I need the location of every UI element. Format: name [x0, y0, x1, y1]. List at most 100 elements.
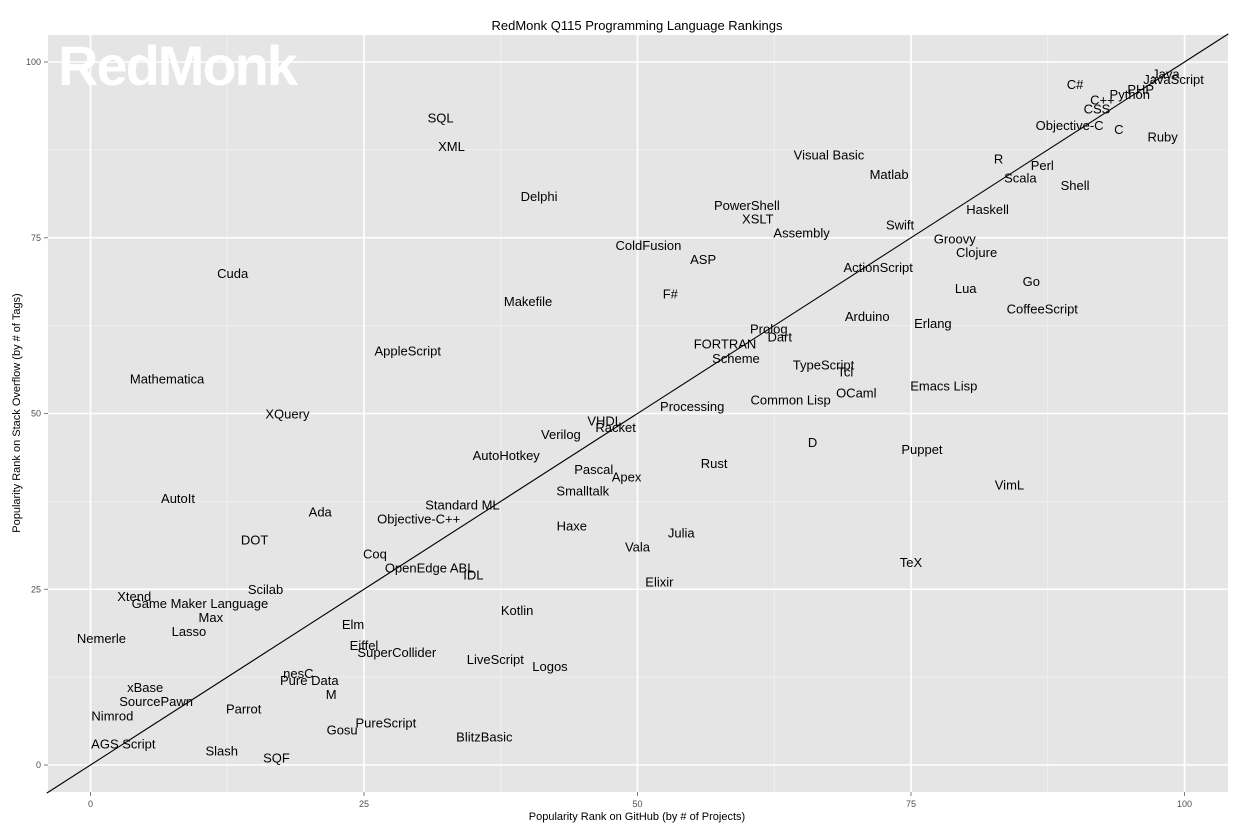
- x-tick-label: 50: [632, 799, 642, 809]
- point-label: Ada: [309, 504, 333, 519]
- point-label: PureScript: [356, 715, 417, 730]
- point-label: Kotlin: [501, 603, 534, 618]
- point-label: AutoHotkey: [473, 448, 541, 463]
- point-label: Gosu: [327, 722, 358, 737]
- point-label: DOT: [241, 533, 269, 548]
- point-label: Makefile: [504, 294, 552, 309]
- redmonk-watermark-logo: RedMonk: [58, 34, 299, 97]
- point-label: SQF: [263, 750, 290, 765]
- point-label: ColdFusion: [616, 238, 682, 253]
- point-label: Lua: [955, 281, 977, 296]
- point-label: CSS: [1084, 102, 1111, 117]
- x-tick-label: 25: [359, 799, 369, 809]
- point-label: Tcl: [837, 365, 853, 380]
- y-tick-label: 25: [31, 584, 41, 594]
- point-label: Pure Data: [280, 673, 339, 688]
- reference-line: [46, 33, 1229, 794]
- point-label: Parrot: [226, 701, 262, 716]
- point-label: Scheme: [712, 351, 760, 366]
- point-label: SourcePawn: [119, 694, 193, 709]
- watermark: RedMonk: [58, 34, 301, 97]
- point-label: Game Maker Language: [132, 596, 269, 611]
- point-label: Objective-C++: [377, 511, 460, 526]
- point-label: Coq: [363, 547, 387, 562]
- point-label: Clojure: [956, 245, 997, 260]
- point-label: JavaScript: [1143, 72, 1204, 87]
- point-label: Matlab: [870, 167, 909, 182]
- point-label: Mathematica: [130, 372, 205, 387]
- point-label: Swift: [886, 218, 915, 233]
- point-label: Max: [199, 610, 224, 625]
- point-label: Elm: [342, 617, 364, 632]
- point-label: Rust: [701, 456, 728, 471]
- point-label: LiveScript: [467, 652, 524, 667]
- x-tick-label: 100: [1177, 799, 1192, 809]
- point-label: BlitzBasic: [456, 729, 513, 744]
- point-label: Puppet: [901, 442, 943, 457]
- point-label: Assembly: [773, 225, 830, 240]
- point-label: AutoIt: [161, 491, 195, 506]
- point-label: Verilog: [541, 427, 581, 442]
- point-label: AppleScript: [375, 343, 442, 358]
- point-label: Java: [1152, 66, 1180, 81]
- point-label: Apex: [612, 469, 642, 484]
- point-label: Scilab: [248, 582, 283, 597]
- point-label: FORTRAN: [694, 336, 757, 351]
- point-label: Xtend: [117, 589, 151, 604]
- point-label: C++: [1090, 92, 1115, 107]
- point-label: Racket: [595, 420, 636, 435]
- point-label: Go: [1023, 274, 1040, 289]
- x-tick-label: 75: [906, 799, 916, 809]
- point-label: Standard ML: [425, 497, 499, 512]
- point-label: Arduino: [845, 309, 890, 324]
- point-label: Scala: [1004, 170, 1037, 185]
- point-label: Haskell: [966, 202, 1009, 217]
- point-label: SuperCollider: [357, 645, 436, 660]
- point-label: VimL: [995, 478, 1024, 493]
- point-label: OpenEdge ABL: [385, 561, 475, 576]
- point-label: C#: [1067, 77, 1084, 92]
- point-label: TypeScript: [793, 357, 855, 372]
- point-label: PowerShell: [714, 198, 780, 213]
- point-label: Logos: [532, 659, 568, 674]
- point-label: Dart: [767, 329, 792, 344]
- point-label: Julia: [668, 526, 696, 541]
- point-label: VHDL: [587, 414, 622, 429]
- point-label: Smalltalk: [556, 483, 609, 498]
- point-label: Nemerle: [77, 631, 126, 646]
- point-label: XML: [438, 139, 465, 154]
- point-label: Vala: [625, 540, 651, 555]
- point-label: XQuery: [265, 407, 310, 422]
- point-label: OCaml: [836, 386, 877, 401]
- point-label: Groovy: [934, 232, 976, 247]
- chart-title: RedMonk Q115 Programming Language Rankin…: [492, 18, 783, 33]
- point-label: D: [808, 435, 817, 450]
- point-label: M: [326, 687, 337, 702]
- point-label: Elixir: [645, 575, 674, 590]
- y-axis-title: Popularity Rank on Stack Overflow (by # …: [11, 293, 23, 532]
- point-label: nesC: [283, 666, 313, 681]
- point-label: Ruby: [1147, 130, 1178, 145]
- point-label: F#: [663, 286, 679, 301]
- point-label: Cuda: [217, 266, 249, 281]
- point-label: Lasso: [172, 624, 207, 639]
- axis-ticks: 0 25 50 75 100 0 25 50 75 100: [26, 57, 1192, 809]
- point-label: xBase: [127, 680, 163, 695]
- point-label: Processing: [660, 399, 724, 414]
- y-tick-label: 75: [31, 233, 41, 243]
- point-label: Delphi: [521, 189, 558, 204]
- point-label: ASP: [690, 252, 716, 267]
- x-tick-label: 0: [88, 799, 93, 809]
- point-label: SQL: [428, 111, 454, 126]
- point-label: R: [994, 152, 1003, 167]
- point-label: IDL: [463, 568, 483, 583]
- point-label: Pascal: [574, 462, 613, 477]
- point-label: Perl: [1031, 158, 1054, 173]
- point-label: Nimrod: [91, 708, 133, 723]
- point-label: Haxe: [557, 518, 587, 533]
- point-label: CoffeeScript: [1007, 301, 1079, 316]
- point-label: TeX: [900, 555, 923, 570]
